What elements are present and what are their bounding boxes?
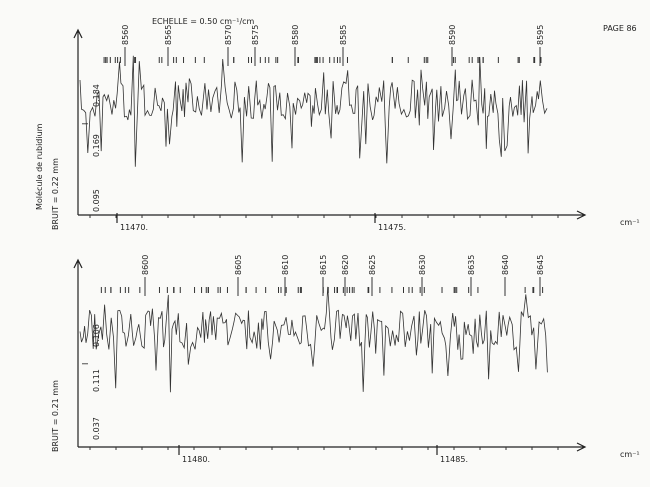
- y-axis: [73, 258, 83, 447]
- line-label: 8635: [467, 255, 476, 275]
- wavenumber-label: 11470.: [120, 223, 148, 232]
- unit-label: cm⁻¹: [620, 218, 640, 227]
- wavenumber-label: 11480.: [182, 455, 210, 464]
- line-label: 8620: [341, 255, 350, 275]
- spectrum-trace: [79, 286, 548, 393]
- spectrum-trace: [79, 55, 548, 167]
- intensity-label: 0.111: [92, 369, 101, 392]
- intensity-label: 0.184: [92, 84, 101, 107]
- intensity-label: 0.095: [92, 189, 101, 212]
- side-title: Molécule de rubidium: [34, 123, 44, 210]
- intensity-label: 0.037: [92, 417, 101, 440]
- line-label: 8615: [319, 255, 328, 275]
- line-label: 8610: [281, 255, 290, 275]
- scale-marker: I: [81, 123, 90, 125]
- wavenumber-label: 11485.: [440, 455, 468, 464]
- scale-label: ECHELLE = 0.50 cm⁻¹/cm: [152, 17, 255, 26]
- line-label: 8585: [339, 25, 348, 45]
- line-label: 8575: [251, 25, 260, 45]
- line-label: 8600: [141, 255, 150, 275]
- x-axis: [78, 442, 587, 452]
- wavenumber-label: 11475.: [378, 223, 406, 232]
- line-label: 8570: [224, 25, 233, 45]
- line-label: 8630: [418, 255, 427, 275]
- unit-label: cm⁻¹: [620, 450, 640, 459]
- line-label: 8565: [164, 25, 173, 45]
- line-label: 8595: [536, 25, 545, 45]
- x-axis: [78, 210, 587, 220]
- line-label: 8640: [501, 255, 510, 275]
- line-label: 8605: [234, 255, 243, 275]
- noise-label: BRUIT = 0.21 mm: [51, 380, 60, 452]
- scale-marker: I: [81, 363, 90, 365]
- intensity-label: 0.106: [92, 324, 101, 347]
- line-label: 8580: [291, 25, 300, 45]
- noise-label: BRUIT = 0.22 mm: [51, 158, 60, 230]
- y-axis: [73, 28, 83, 215]
- line-label: 8645: [536, 255, 545, 275]
- line-label: 8590: [448, 25, 457, 45]
- line-label: 8625: [368, 255, 377, 275]
- page-number: PAGE 86: [603, 24, 637, 33]
- line-label: 8560: [121, 25, 130, 45]
- intensity-label: 0.169: [92, 134, 101, 157]
